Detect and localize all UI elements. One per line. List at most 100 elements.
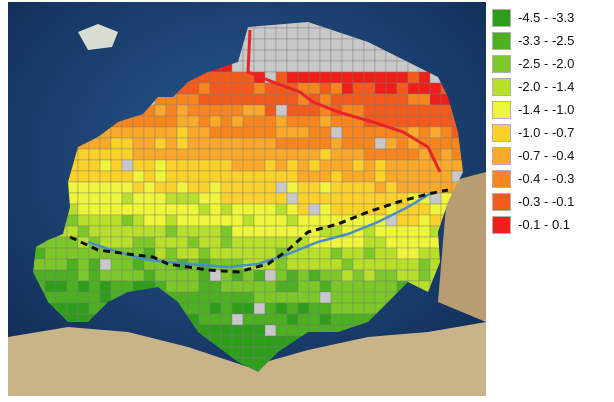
grid-cell [396, 104, 409, 117]
grid-cell [242, 82, 255, 95]
grid-cell [341, 115, 354, 128]
grid-cell [198, 104, 211, 117]
grid-cell [363, 280, 376, 293]
grid-cell [99, 137, 112, 150]
grid-cell [363, 71, 376, 84]
grid-cell [352, 269, 365, 282]
grid-cell [407, 159, 420, 172]
grid-cell [352, 60, 365, 73]
grid-cell [198, 93, 211, 106]
legend-swatch [492, 55, 511, 73]
grid-cell [396, 148, 409, 161]
grid-cell [121, 126, 134, 139]
grid-cell [154, 159, 167, 172]
grid-cell [297, 302, 310, 315]
grid-cell [165, 236, 178, 249]
grid-cell [396, 71, 409, 84]
grid-cell [77, 247, 90, 260]
grid-cell [330, 302, 343, 315]
legend-item: -0.1 - 0.1 [492, 215, 610, 235]
grid-cell [418, 71, 431, 84]
grid-cell [121, 214, 134, 227]
grid-cell [275, 214, 288, 227]
grid-cell [275, 60, 288, 73]
grid-cell [297, 148, 310, 161]
legend-label: -0.3 - -0.1 [518, 194, 575, 209]
grid-cell [231, 104, 244, 117]
grid-cell [418, 126, 431, 139]
grid-cell [121, 192, 134, 205]
grid-cell [297, 214, 310, 227]
grid-cell [198, 203, 211, 216]
grid-cell [88, 291, 101, 304]
grid-cell [198, 148, 211, 161]
grid-cell [242, 214, 255, 227]
grid-cell [110, 225, 123, 238]
grid-cell [253, 313, 266, 326]
grid-cell [396, 258, 409, 271]
grid-cell [352, 104, 365, 117]
grid-cell [407, 71, 420, 84]
grid-cell [407, 214, 420, 227]
grid-cell [286, 302, 299, 315]
grid-cell [308, 280, 321, 293]
grid-cell [363, 49, 376, 62]
grid-cell [264, 302, 277, 315]
grid-cell [275, 137, 288, 150]
grid-cell [209, 181, 222, 194]
grid-cell [143, 159, 156, 172]
grid-cell [308, 148, 321, 161]
grid-cell [440, 159, 453, 172]
africa-landmass [8, 322, 486, 396]
grid-cell [110, 137, 123, 150]
grid-cell [275, 324, 288, 337]
grid-cell [165, 214, 178, 227]
grid-cell [231, 291, 244, 304]
grid-cell [187, 247, 200, 260]
grid-cell [77, 170, 90, 183]
grid-cell [242, 181, 255, 194]
grid-cell [231, 159, 244, 172]
grid-cell [99, 181, 112, 194]
grid-cell [253, 126, 266, 139]
grid-cell [77, 225, 90, 238]
grid-cell [330, 82, 343, 95]
grid-cell [209, 104, 222, 117]
grid-cell [165, 225, 178, 238]
grid-cell [242, 247, 255, 260]
grid-cell [220, 225, 233, 238]
grid-cell [330, 137, 343, 150]
grid-cell [330, 38, 343, 51]
grid-cell [385, 104, 398, 117]
grid-cell [231, 280, 244, 293]
grid-cell [418, 247, 431, 260]
legend-label: -1.0 - -0.7 [518, 125, 575, 140]
grid-cell [275, 203, 288, 216]
grid-cell [88, 203, 101, 216]
grid-cell [308, 214, 321, 227]
grid-cell [352, 302, 365, 315]
grid-cell [187, 181, 200, 194]
grid-cell [429, 137, 442, 150]
grid-cell [253, 148, 266, 161]
grid-cell [44, 269, 57, 282]
grid-cell [275, 280, 288, 293]
grid-cell [121, 280, 134, 293]
grid-cell [264, 126, 277, 139]
grid-cell [374, 49, 387, 62]
grid-cell [341, 71, 354, 84]
grid-cell [253, 236, 266, 249]
grid-cell [341, 291, 354, 304]
grid-cell [88, 280, 101, 293]
red-boundary-line [246, 29, 442, 173]
grid-cell [121, 148, 134, 161]
grid-cell [209, 225, 222, 238]
grid-cell [231, 214, 244, 227]
grid-cell [308, 170, 321, 183]
grid-cell [165, 170, 178, 183]
grid-cell [88, 269, 101, 282]
grid-cell [77, 280, 90, 293]
grid-cell [242, 335, 255, 348]
grid-cell [374, 181, 387, 194]
grid-cell [231, 236, 244, 249]
